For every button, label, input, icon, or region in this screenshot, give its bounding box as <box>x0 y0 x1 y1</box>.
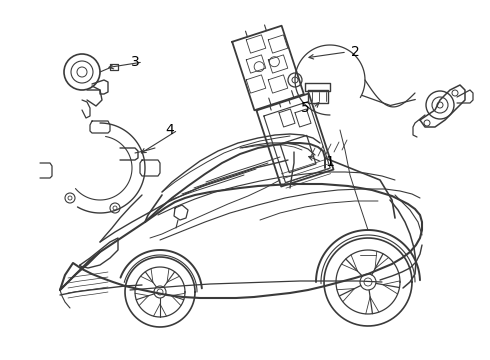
Text: 4: 4 <box>166 123 174 137</box>
Text: 3: 3 <box>131 55 139 69</box>
Text: 1: 1 <box>325 155 335 169</box>
Text: 5: 5 <box>301 101 309 115</box>
Text: 2: 2 <box>351 45 359 59</box>
